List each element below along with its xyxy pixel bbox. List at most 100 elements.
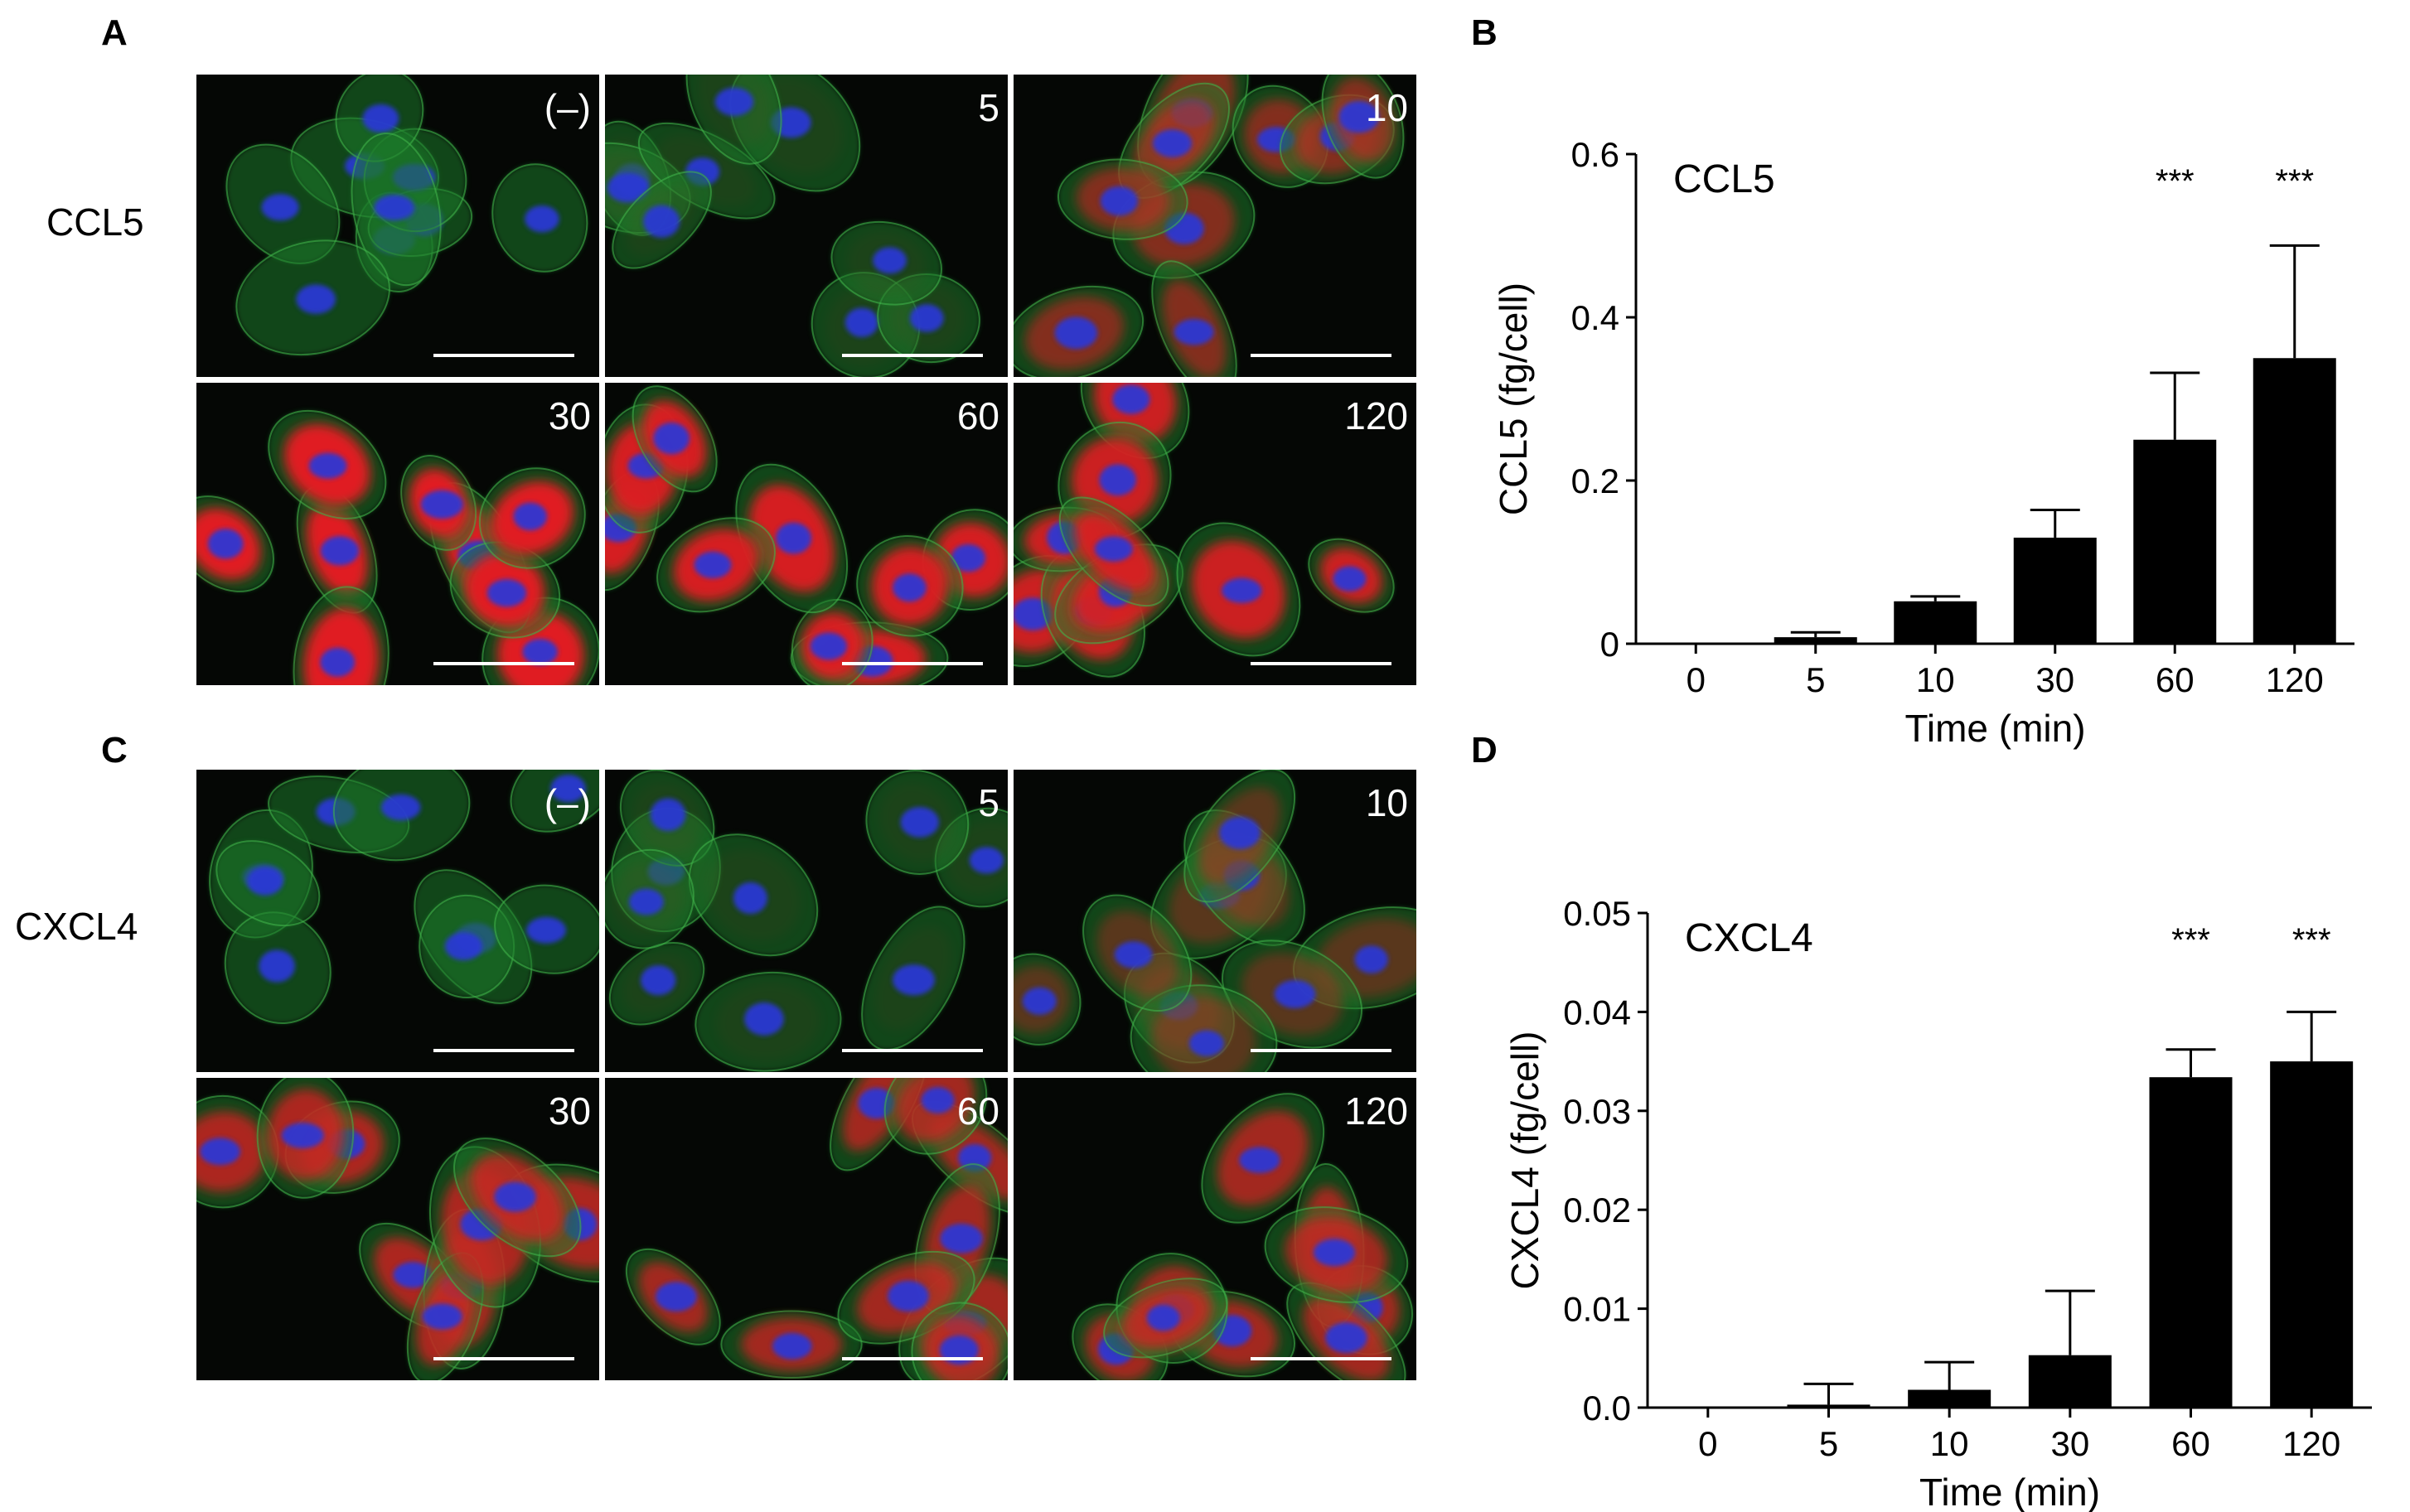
cell-membrane [911, 1302, 1008, 1380]
cell-membrane [1080, 383, 1190, 460]
cell-nucleus [281, 1123, 324, 1148]
cell-nucleus [525, 205, 559, 233]
panel-letter-c: C [101, 730, 128, 770]
chart-title: CXCL4 [1685, 916, 1813, 960]
time-label: 120 [1344, 394, 1408, 437]
micrograph-tile: 60 [605, 1078, 1008, 1380]
micrograph-grid-ccl5: (–) 5 10 30 60 120 [196, 75, 1416, 685]
y-tick-label: 0.01 [1563, 1290, 1631, 1329]
cell-membrane [656, 517, 776, 613]
y-tick-label: 0.0 [1583, 1389, 1631, 1427]
scale-bar [842, 1049, 983, 1052]
cell-nucleus [308, 452, 347, 479]
cell-nucleus [893, 964, 935, 996]
scale-bar [842, 354, 983, 357]
cell-nucleus [200, 1138, 240, 1166]
cell-membrane [791, 598, 874, 685]
cell-membrane [335, 75, 424, 162]
scale-bar [1251, 1357, 1391, 1360]
cell-layer [209, 770, 599, 1024]
cell-nucleus [1239, 1147, 1280, 1173]
cell-nucleus [1219, 816, 1261, 849]
cell-nucleus [362, 104, 399, 133]
micrograph-tile: 5 [605, 75, 1008, 377]
cell-nucleus [744, 1002, 784, 1036]
cell-nucleus [1152, 129, 1193, 158]
cell-nucleus [1338, 100, 1380, 133]
cell-nucleus [526, 916, 567, 944]
cell-nucleus [247, 866, 283, 896]
cell-nucleus [420, 490, 463, 519]
cell-nucleus [1099, 464, 1137, 496]
cell-layer [605, 75, 980, 377]
cell-layer [1014, 770, 1416, 1072]
cell-nucleus [494, 1181, 536, 1212]
cell-membrane [1057, 158, 1188, 240]
cell-membrane [268, 409, 387, 519]
time-label: (–) [544, 781, 591, 824]
cell-nucleus [714, 87, 754, 116]
cell-nucleus [909, 304, 944, 332]
x-axis-label: Time (min) [1919, 1471, 2100, 1512]
cell-layer [605, 385, 1008, 685]
cell-nucleus [653, 423, 690, 455]
cell-nucleus [320, 536, 360, 566]
time-label: 5 [978, 86, 999, 129]
cell-nucleus [1354, 945, 1388, 973]
y-axis-label: CCL5 (fg/cell) [1492, 283, 1535, 515]
cell-nucleus [1174, 318, 1214, 345]
cell-membrane [1308, 538, 1395, 613]
cell-membrane [478, 467, 586, 569]
time-label: 30 [549, 394, 591, 437]
cell-nucleus [1054, 316, 1098, 350]
x-tick-label: 120 [2266, 660, 2324, 699]
x-tick-label: 5 [1806, 660, 1825, 699]
cell-membrane [694, 971, 842, 1072]
x-tick-label: 60 [2156, 660, 2195, 699]
micrograph-tile: (–) [196, 770, 599, 1072]
cell-membrane [1103, 1278, 1228, 1359]
cell-nucleus [940, 1223, 983, 1254]
bar [1894, 601, 1977, 644]
x-axis-label: Time (min) [1904, 707, 2085, 750]
scale-bar [1251, 1049, 1391, 1052]
x-tick-label: 10 [1916, 660, 1955, 699]
row-label-cxcl4: CXCL4 [15, 905, 138, 948]
bar [1774, 637, 1857, 644]
cell-layer [1072, 1093, 1414, 1380]
cell-nucleus [888, 1280, 929, 1312]
cell-nucleus [893, 573, 927, 602]
x-tick-label: 10 [1930, 1424, 1969, 1463]
row-label-ccl5: CCL5 [46, 200, 144, 244]
cell-nucleus [550, 774, 586, 803]
y-tick-label: 0.02 [1563, 1191, 1631, 1229]
micrograph-tile: 60 [605, 383, 1008, 685]
micrograph-tile: (–) [196, 75, 599, 377]
scale-bar [433, 354, 574, 357]
significance-mark: *** [2275, 163, 2314, 200]
cell-nucleus [656, 1282, 697, 1312]
cell-membrane [685, 75, 782, 165]
panel-letter-b: B [1471, 12, 1498, 53]
cell-nucleus [1333, 566, 1367, 592]
y-tick-label: 0.2 [1571, 461, 1619, 500]
cell-membrane [1264, 1206, 1409, 1303]
y-tick-label: 0.04 [1563, 993, 1631, 1031]
x-tick-label: 120 [2282, 1424, 2340, 1463]
y-tick-label: 0 [1600, 625, 1619, 664]
bar [2028, 1355, 2112, 1408]
time-label: 60 [957, 394, 999, 437]
cell-nucleus [844, 307, 879, 337]
cell-nucleus [969, 847, 1004, 874]
cell-layer [225, 75, 588, 356]
micrograph-tile: 10 [1014, 770, 1416, 1072]
cell-nucleus [1314, 1239, 1356, 1267]
cell-nucleus [393, 1262, 433, 1288]
cell-nucleus [296, 284, 336, 314]
cell-membrane [830, 220, 943, 306]
time-label: 30 [549, 1089, 591, 1133]
cell-nucleus [921, 1087, 955, 1113]
cell-membrane [1286, 1282, 1406, 1380]
cell-layer [625, 1078, 1008, 1380]
cell-membrane [861, 906, 965, 1051]
